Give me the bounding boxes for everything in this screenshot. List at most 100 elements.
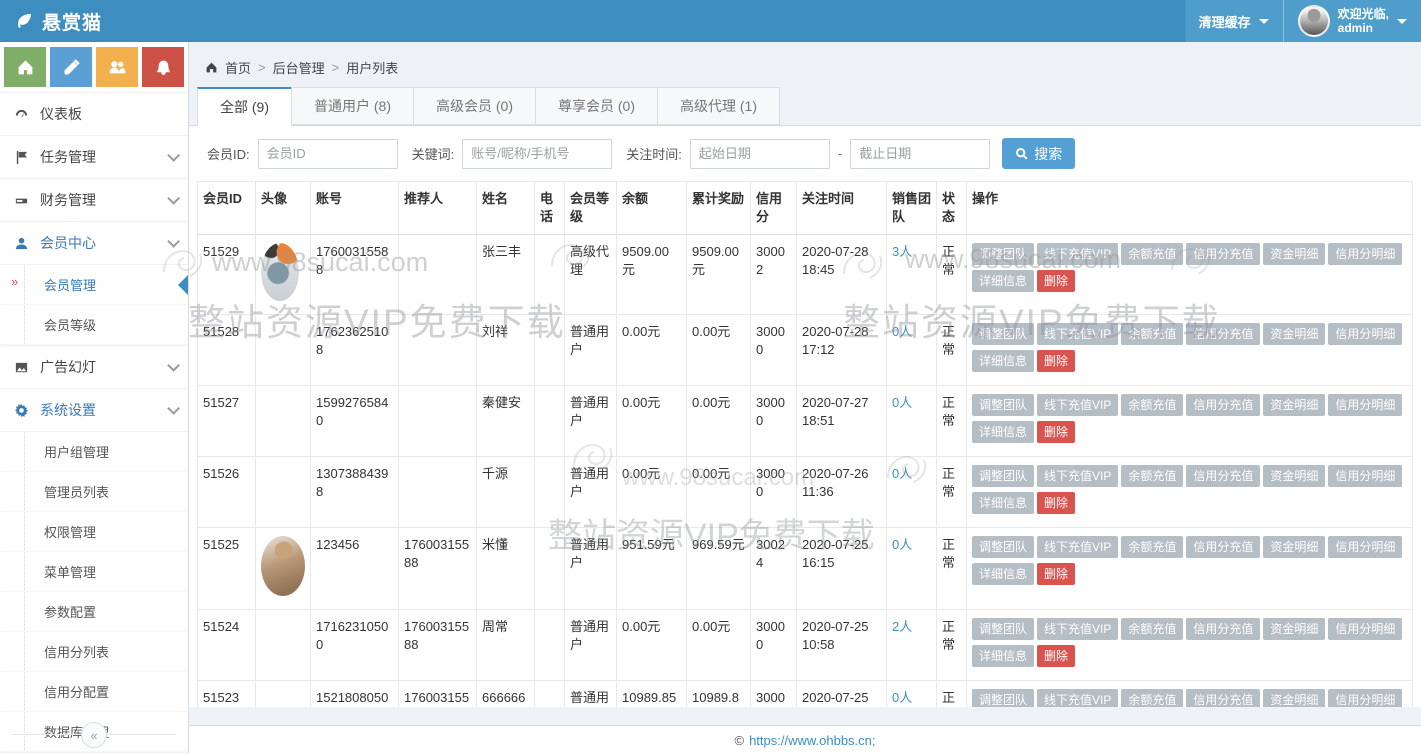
tab-senior-member[interactable]: 高级会员 (0): [413, 87, 536, 125]
sidebar-item-dashboard[interactable]: 仪表板: [0, 93, 188, 136]
fund-detail-button[interactable]: 资金明细: [1263, 618, 1326, 640]
tab-all[interactable]: 全部 (9): [197, 87, 292, 126]
adjust-team-button[interactable]: 调整团队: [972, 394, 1035, 416]
detail-info-button[interactable]: 详细信息: [972, 492, 1035, 514]
credit-detail-button[interactable]: 信用分明细: [1328, 465, 1403, 487]
credit-detail-button[interactable]: 信用分明细: [1328, 536, 1403, 558]
app-logo[interactable]: 悬赏猫: [0, 0, 189, 42]
credit-detail-button[interactable]: 信用分明细: [1328, 689, 1403, 707]
follow-time-label: 关注时间:: [626, 147, 682, 162]
cell-member-id: 51524: [197, 609, 256, 681]
sidebar-item-credit-config[interactable]: 信用分配置: [0, 672, 188, 712]
search-button[interactable]: 搜索: [1002, 138, 1076, 169]
offline-recharge-vip-button[interactable]: 线下充值VIP: [1037, 536, 1119, 558]
delete-button[interactable]: 删除: [1037, 270, 1076, 292]
adjust-team-button[interactable]: 调整团队: [972, 618, 1035, 640]
sidebar-item-parameter-config[interactable]: 参数配置: [0, 592, 188, 632]
sales-team-link[interactable]: 0人: [892, 537, 913, 552]
fund-detail-button[interactable]: 资金明细: [1263, 394, 1326, 416]
sidebar-item-menu-management[interactable]: 菜单管理: [0, 552, 188, 592]
adjust-team-button[interactable]: 调整团队: [972, 689, 1035, 707]
delete-button[interactable]: 删除: [1037, 645, 1076, 667]
tab-premium-member[interactable]: 尊享会员 (0): [535, 87, 658, 125]
credit-recharge-button[interactable]: 信用分充值: [1186, 536, 1261, 558]
footer-link[interactable]: https://www.ohbbs.cn;: [749, 732, 876, 748]
balance-recharge-button[interactable]: 余额充值: [1121, 394, 1184, 416]
adjust-team-button[interactable]: 调整团队: [972, 323, 1035, 345]
sales-team-link[interactable]: 0人: [892, 690, 913, 705]
tab-normal-user[interactable]: 普通用户 (8): [291, 87, 414, 125]
sidebar-item-system-settings[interactable]: 系统设置: [0, 389, 188, 432]
credit-detail-button[interactable]: 信用分明细: [1328, 394, 1403, 416]
member-id-input[interactable]: [257, 138, 398, 169]
delete-button[interactable]: 删除: [1037, 350, 1076, 372]
delete-button[interactable]: 删除: [1037, 563, 1076, 585]
sales-team-link[interactable]: 0人: [892, 395, 913, 410]
detail-info-button[interactable]: 详细信息: [972, 421, 1035, 443]
tab-senior-agent[interactable]: 高级代理 (1): [657, 87, 780, 125]
credit-recharge-button[interactable]: 信用分充值: [1186, 618, 1261, 640]
offline-recharge-vip-button[interactable]: 线下充值VIP: [1037, 243, 1119, 265]
offline-recharge-vip-button[interactable]: 线下充值VIP: [1037, 689, 1119, 707]
detail-info-button[interactable]: 详细信息: [972, 350, 1035, 372]
sidebar-item-ad-slides[interactable]: 广告幻灯: [0, 346, 188, 389]
offline-recharge-vip-button[interactable]: 线下充值VIP: [1037, 394, 1119, 416]
credit-detail-button[interactable]: 信用分明细: [1328, 323, 1403, 345]
sales-team-link[interactable]: 0人: [892, 324, 913, 339]
sidebar-item-admin-list[interactable]: 管理员列表: [0, 472, 188, 512]
detail-info-button[interactable]: 详细信息: [972, 563, 1035, 585]
sidebar-item-finance[interactable]: 财务管理: [0, 179, 188, 222]
clear-cache-dropdown[interactable]: 清理缓存: [1184, 0, 1283, 42]
edit-quick-button[interactable]: [50, 47, 92, 87]
detail-info-button[interactable]: 详细信息: [972, 270, 1035, 292]
balance-recharge-button[interactable]: 余额充值: [1121, 323, 1184, 345]
offline-recharge-vip-button[interactable]: 线下充值VIP: [1037, 618, 1119, 640]
sidebar-item-member-center[interactable]: 会员中心: [0, 222, 188, 265]
adjust-team-button[interactable]: 调整团队: [972, 243, 1035, 265]
home-quick-button[interactable]: [4, 47, 46, 87]
breadcrumb-user-list[interactable]: 用户列表: [346, 61, 399, 76]
credit-detail-button[interactable]: 信用分明细: [1328, 618, 1403, 640]
end-date-input[interactable]: [850, 138, 991, 169]
credit-recharge-button[interactable]: 信用分充值: [1186, 243, 1261, 265]
user-menu[interactable]: 欢迎光临, admin: [1282, 0, 1421, 42]
balance-recharge-button[interactable]: 余额充值: [1121, 689, 1184, 707]
users-quick-button[interactable]: [96, 47, 138, 87]
balance-recharge-button[interactable]: 余额充值: [1121, 536, 1184, 558]
breadcrumb-home[interactable]: 首页: [225, 61, 252, 76]
fund-detail-button[interactable]: 资金明细: [1263, 536, 1326, 558]
sidebar-item-credit-list[interactable]: 信用分列表: [0, 632, 188, 672]
credit-recharge-button[interactable]: 信用分充值: [1186, 465, 1261, 487]
sales-team-link[interactable]: 3人: [892, 244, 913, 259]
sidebar-item-member-level[interactable]: 会员等级: [0, 305, 188, 345]
keyword-input[interactable]: [462, 138, 613, 169]
fund-detail-button[interactable]: 资金明细: [1263, 689, 1326, 707]
balance-recharge-button[interactable]: 余额充值: [1121, 618, 1184, 640]
offline-recharge-vip-button[interactable]: 线下充值VIP: [1037, 323, 1119, 345]
fund-detail-button[interactable]: 资金明细: [1263, 323, 1326, 345]
sales-team-link[interactable]: 2人: [892, 619, 913, 634]
adjust-team-button[interactable]: 调整团队: [972, 465, 1035, 487]
delete-button[interactable]: 删除: [1037, 421, 1076, 443]
balance-recharge-button[interactable]: 余额充值: [1121, 465, 1184, 487]
notifications-quick-button[interactable]: [142, 47, 184, 87]
sidebar-item-member-management[interactable]: 会员管理: [0, 265, 188, 305]
detail-info-button[interactable]: 详细信息: [972, 645, 1035, 667]
sales-team-link[interactable]: 0人: [892, 466, 913, 481]
fund-detail-button[interactable]: 资金明细: [1263, 465, 1326, 487]
fund-detail-button[interactable]: 资金明细: [1263, 243, 1326, 265]
delete-button[interactable]: 删除: [1037, 492, 1076, 514]
start-date-input[interactable]: [689, 138, 830, 169]
credit-recharge-button[interactable]: 信用分充值: [1186, 689, 1261, 707]
sidebar-collapse-button[interactable]: «: [81, 722, 107, 748]
breadcrumb-admin[interactable]: 后台管理: [272, 61, 325, 76]
sidebar-item-tasks[interactable]: 任务管理: [0, 136, 188, 179]
credit-recharge-button[interactable]: 信用分充值: [1186, 323, 1261, 345]
credit-recharge-button[interactable]: 信用分充值: [1186, 394, 1261, 416]
balance-recharge-button[interactable]: 余额充值: [1121, 243, 1184, 265]
adjust-team-button[interactable]: 调整团队: [972, 536, 1035, 558]
credit-detail-button[interactable]: 信用分明细: [1328, 243, 1403, 265]
sidebar-item-user-groups[interactable]: 用户组管理: [0, 432, 188, 472]
sidebar-item-permissions[interactable]: 权限管理: [0, 512, 188, 552]
offline-recharge-vip-button[interactable]: 线下充值VIP: [1037, 465, 1119, 487]
